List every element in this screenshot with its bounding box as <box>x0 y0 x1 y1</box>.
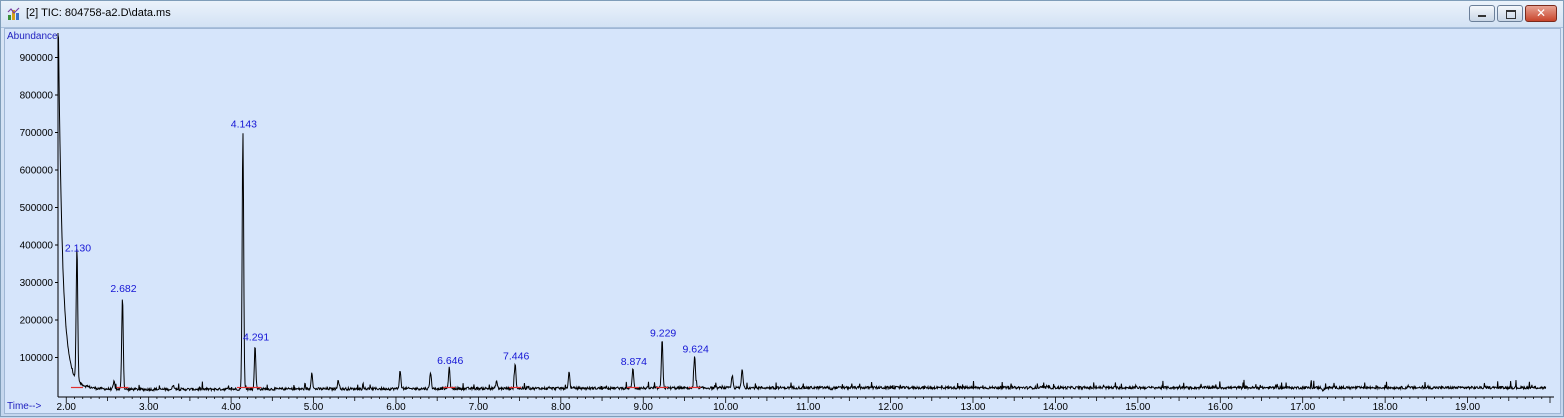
x-tick-label: 14.00 <box>1043 402 1068 413</box>
tic-trace <box>57 34 1547 393</box>
x-tick-label: 17.00 <box>1290 402 1315 413</box>
x-tick-label: 3.00 <box>139 402 159 413</box>
peak-label: 2.130 <box>65 242 91 254</box>
title-bar[interactable]: [2] TIC: 804758-a2.D\data.ms ✕ <box>1 1 1563 28</box>
y-tick-label: 400000 <box>20 241 54 252</box>
x-tick-label: 5.00 <box>304 402 324 413</box>
x-tick-label: 2.00 <box>57 402 77 413</box>
peak-label: 2.682 <box>110 283 136 295</box>
chromatogram-app-icon <box>7 7 20 20</box>
peak-label: 6.646 <box>437 355 463 367</box>
x-tick-label: 9.00 <box>634 402 654 413</box>
peak-label: 4.291 <box>243 332 269 344</box>
minimize-icon <box>1478 15 1486 17</box>
x-tick-label: 18.00 <box>1373 402 1398 413</box>
window-controls: ✕ <box>1469 5 1557 23</box>
peak-label: 9.624 <box>683 344 709 356</box>
y-tick-label: 900000 <box>20 53 54 64</box>
y-tick-label: 700000 <box>20 128 54 139</box>
x-tick-label: 19.00 <box>1455 402 1480 413</box>
maximize-icon <box>1506 10 1516 19</box>
y-tick-label: 600000 <box>20 166 54 177</box>
x-tick-label: 8.00 <box>551 402 571 413</box>
close-icon: ✕ <box>1535 6 1547 20</box>
x-tick-label: 4.00 <box>221 402 241 413</box>
close-button[interactable]: ✕ <box>1525 5 1557 22</box>
peak-label: 7.446 <box>503 350 529 362</box>
y-tick-label: 200000 <box>20 316 54 327</box>
y-tick-label: 300000 <box>20 278 54 289</box>
y-axis-title: Abundance <box>7 31 58 42</box>
chromatogram-chart[interactable]: 100000 200000 300000 400000 500000 600000 7000… <box>5 29 1560 413</box>
x-tick-label: 6.00 <box>386 402 406 413</box>
x-tick-label: 15.00 <box>1125 402 1150 413</box>
x-tick-label: 16.00 <box>1208 402 1233 413</box>
x-tick-label: 11.00 <box>796 402 821 413</box>
chromatogram-plot-area[interactable]: 100000 200000 300000 400000 500000 600000 7000… <box>4 28 1561 414</box>
x-tick-label: 10.00 <box>713 402 738 413</box>
y-tick-label: 800000 <box>20 91 54 102</box>
peak-label: 4.143 <box>231 119 257 131</box>
peak-label: 9.229 <box>650 327 676 339</box>
y-tick-label: 500000 <box>20 203 54 214</box>
window-title: [2] TIC: 804758-a2.D\data.ms <box>26 7 171 19</box>
x-tick-label: 12.00 <box>878 402 903 413</box>
peak-label: 8.874 <box>621 356 647 368</box>
x-tick-label: 13.00 <box>960 402 985 413</box>
x-tick-label: 7.00 <box>469 402 489 413</box>
axes: 100000 200000 300000 400000 500000 600000 7000… <box>20 33 1554 413</box>
peak-label-layer: 2.130 2.682 4.143 4.291 6.646 7.446 8.874 9.229… <box>65 119 709 389</box>
x-axis-title: Time--> <box>7 401 42 412</box>
maximize-button[interactable] <box>1497 5 1523 22</box>
y-tick-label: 100000 <box>20 353 54 364</box>
minimize-button[interactable] <box>1469 5 1495 22</box>
trace-layer <box>57 34 1547 393</box>
